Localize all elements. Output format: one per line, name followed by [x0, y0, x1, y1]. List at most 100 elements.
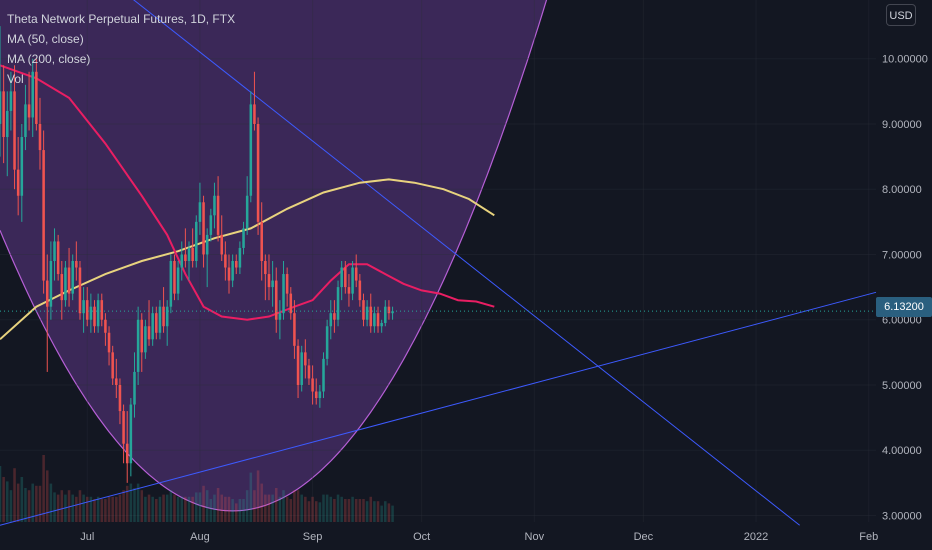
volume-bar	[267, 494, 271, 522]
volume-bar	[173, 494, 176, 522]
candle-body	[129, 404, 133, 464]
x-tick-label: Sep	[303, 531, 323, 543]
volume-bar	[234, 503, 238, 522]
volume-bar	[362, 499, 365, 522]
candle-body	[35, 71, 38, 124]
candle-body	[53, 241, 56, 261]
arc-drawing[interactable]	[0, 0, 622, 512]
volume-bar	[347, 499, 351, 522]
candle-body	[209, 215, 213, 235]
volume-bar	[125, 485, 129, 522]
candle-body	[282, 274, 285, 314]
volume-bar	[274, 488, 278, 522]
volume-bar	[329, 496, 333, 522]
volume-bar	[49, 483, 53, 522]
candle-body	[220, 234, 223, 255]
currency-button[interactable]: USD	[886, 4, 916, 26]
candle-body	[376, 313, 380, 327]
candle-body	[311, 378, 314, 392]
candle-body	[75, 261, 78, 268]
volume-bar	[13, 468, 16, 522]
volume-bar	[376, 501, 380, 522]
legend-ma50[interactable]: MA (50, close)	[7, 32, 84, 46]
candle-body	[104, 319, 107, 333]
volume-bar	[67, 490, 71, 522]
candle-body	[89, 306, 93, 320]
candle-body	[293, 313, 296, 346]
volume-bar	[24, 488, 27, 522]
volume-bar	[144, 496, 147, 522]
volume-bar	[391, 505, 394, 522]
candle-body	[162, 306, 165, 327]
volume-bars	[0, 455, 394, 522]
candle-body	[165, 306, 169, 327]
volume-bar	[118, 494, 122, 522]
candle-body	[169, 261, 173, 307]
candle-body	[325, 326, 329, 359]
candle-body	[49, 261, 53, 307]
y-tick-label: 8.00000	[882, 184, 922, 196]
candle-body	[344, 267, 347, 288]
candle-body	[271, 280, 274, 288]
volume-bar	[256, 470, 260, 522]
legend-title[interactable]: Theta Network Perpetual Futures, 1D, FTX	[7, 12, 236, 26]
candle-body	[60, 274, 64, 301]
volume-bar	[133, 488, 136, 522]
volume-bar	[176, 496, 180, 522]
candle-body	[31, 71, 34, 118]
volume-bar	[304, 496, 307, 522]
x-tick-label: Oct	[413, 531, 430, 543]
x-tick-label: Jul	[80, 531, 94, 543]
candle-body	[140, 319, 144, 353]
candle-body	[173, 261, 176, 294]
volume-bar	[336, 494, 340, 522]
candle-body	[362, 300, 365, 320]
candle-body	[318, 391, 322, 399]
volume-bar	[0, 466, 2, 522]
volume-bar	[56, 494, 60, 522]
candle-body	[0, 91, 2, 124]
time-axis[interactable]: Jul Aug Sep Oct Nov Dec 2022 Feb	[80, 531, 878, 543]
candle-body	[147, 326, 151, 340]
volume-bar	[278, 496, 282, 522]
candle-body	[42, 150, 45, 281]
legend-vol[interactable]: Vol	[7, 72, 24, 86]
trendlines[interactable]	[0, 0, 877, 526]
volume-bar	[202, 485, 205, 522]
volume-bar	[140, 490, 144, 522]
y-tick-label: 4.00000	[882, 445, 922, 457]
y-tick-label: 9.00000	[882, 119, 922, 131]
candle-body	[144, 326, 147, 353]
volume-bar	[111, 496, 114, 522]
volume-bar	[311, 496, 314, 522]
volume-bar	[158, 496, 162, 522]
legend-ma200[interactable]: MA (200, close)	[7, 52, 91, 66]
volume-bar	[187, 496, 191, 522]
volume-bar	[238, 499, 242, 522]
x-tick-label: 2022	[744, 531, 768, 543]
candle-body	[333, 313, 336, 320]
candle-body	[285, 274, 289, 294]
volume-bar	[369, 496, 373, 522]
volume-bar	[38, 485, 42, 522]
candle-body	[329, 313, 333, 327]
candle-body	[300, 352, 303, 385]
volume-bar	[82, 494, 85, 522]
candle-body	[56, 241, 60, 275]
last-price-label: 6.13200	[876, 297, 932, 317]
volume-bar	[365, 501, 369, 522]
candle-body	[155, 313, 158, 333]
candle-body	[373, 313, 376, 327]
candle-body	[93, 306, 96, 327]
candle-body	[184, 254, 187, 261]
volume-bar	[322, 494, 325, 522]
candle-body	[304, 352, 307, 366]
volume-bar	[220, 494, 223, 522]
price-axis[interactable]: 10.00000 9.00000 8.00000 7.00000 6.00000 5.00…	[882, 54, 928, 523]
volume-bar	[85, 496, 89, 522]
candle-body	[9, 91, 13, 111]
candle-body	[71, 261, 74, 294]
candles	[0, 26, 394, 483]
candle-body	[78, 267, 82, 314]
